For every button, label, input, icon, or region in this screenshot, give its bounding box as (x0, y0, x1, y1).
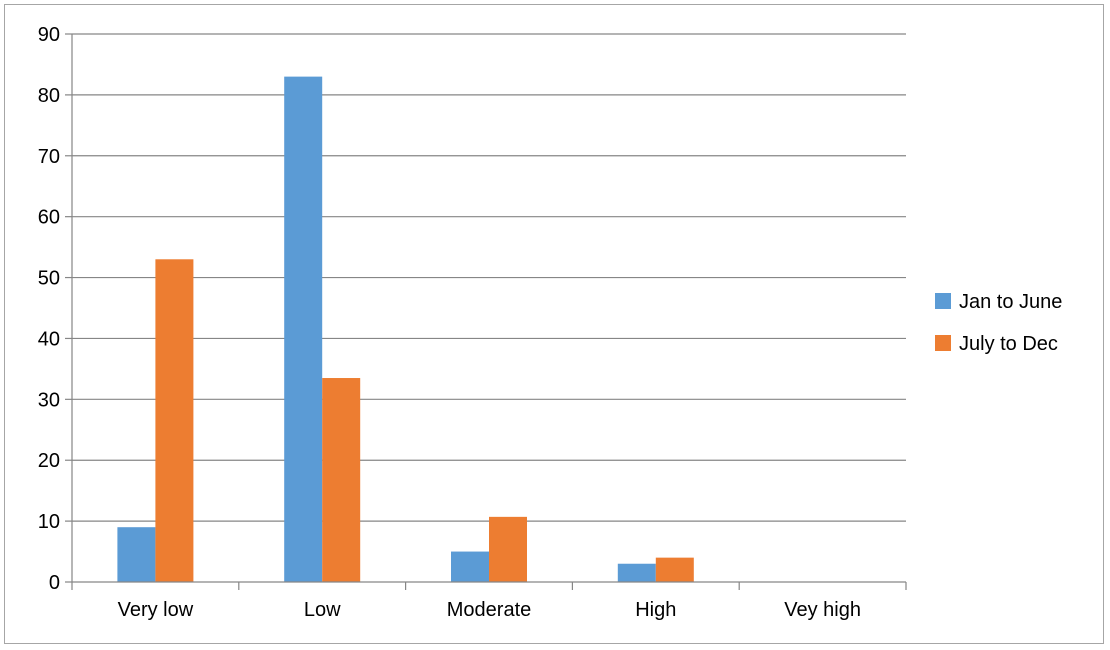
bar-july-to-dec-low (322, 378, 361, 582)
x-tick-label: Moderate (447, 599, 532, 621)
y-tick-label: 70 (38, 146, 60, 168)
axes: 0 10 20 30 40 50 60 70 80 90 Very low Low Moderate Hi… (38, 24, 907, 621)
y-tick-label: 80 (38, 85, 60, 107)
y-tick-label: 60 (38, 207, 60, 229)
y-tick-label: 20 (38, 450, 60, 472)
bar-jan-to-june-moderate (451, 551, 489, 582)
legend: Jan to June July to Dec (935, 291, 1062, 355)
bar-jan-to-june-high (617, 563, 656, 582)
y-tick-label: 10 (38, 511, 60, 533)
legend-swatch (935, 293, 951, 309)
x-tick-label: Very low (118, 599, 194, 621)
y-tick-label: 90 (38, 24, 60, 46)
gridlines (72, 33, 906, 522)
bar-jan-to-june-very-low (117, 527, 156, 582)
bars (117, 76, 694, 582)
x-tick-label: High (635, 599, 676, 621)
y-tick-label: 40 (38, 328, 60, 350)
y-tick-label: 0 (49, 572, 60, 594)
y-tick-label: 50 (38, 268, 60, 290)
bar-july-to-dec-moderate (489, 516, 527, 582)
legend-swatch (935, 335, 951, 351)
chart-frame: 0 10 20 30 40 50 60 70 80 90 Very low Low Moderate Hi… (4, 4, 1104, 644)
x-tick-label: Low (304, 599, 341, 621)
bar-jan-to-june-low (284, 76, 323, 582)
bar-chart: 0 10 20 30 40 50 60 70 80 90 Very low Low Moderate Hi… (38, 24, 1063, 621)
legend-label: Jan to June (959, 291, 1062, 313)
bar-july-to-dec-very-low (155, 259, 194, 582)
legend-label: July to Dec (959, 333, 1058, 355)
x-tick-label: Vey high (784, 599, 861, 621)
y-tick-label: 30 (38, 389, 60, 411)
bar-july-to-dec-high (655, 557, 694, 582)
